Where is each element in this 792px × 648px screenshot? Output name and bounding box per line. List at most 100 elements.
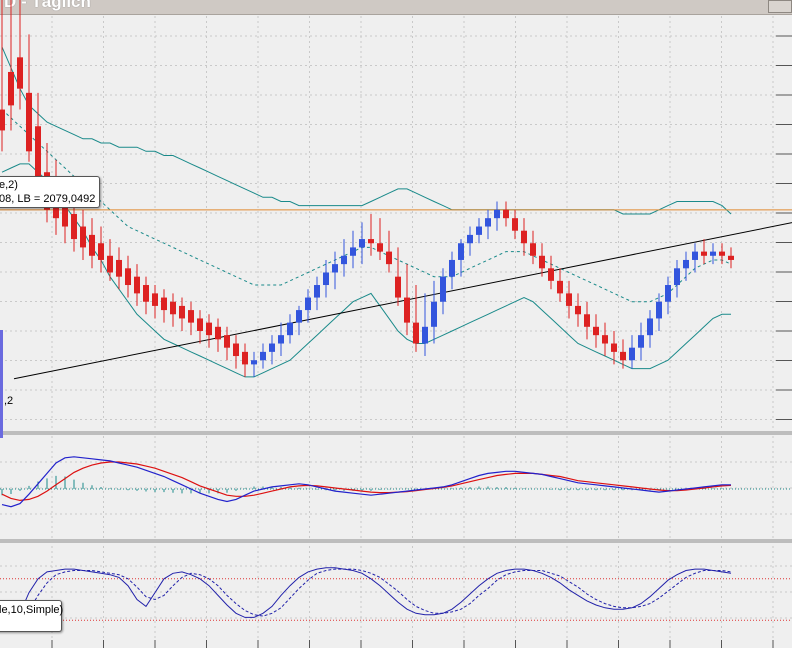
window-title: D - Täglich — [4, 0, 91, 11]
candle-body — [431, 301, 437, 327]
candle-body — [440, 276, 446, 302]
candle-body — [143, 285, 149, 302]
candle-body — [395, 276, 401, 298]
candlesticks — [0, 0, 734, 377]
candle-body — [269, 343, 275, 352]
candle-body — [593, 326, 599, 336]
panel-separator — [0, 539, 792, 543]
candle-body — [647, 318, 653, 336]
candle-body — [512, 218, 518, 231]
candle-body — [323, 272, 329, 286]
candle-body — [575, 305, 581, 315]
candle-body — [251, 360, 257, 365]
candle-body — [494, 209, 500, 219]
candle-body — [665, 285, 671, 302]
macd-signal-line — [1, 461, 732, 502]
candle-body — [584, 314, 590, 327]
candle-body — [728, 255, 734, 260]
candle-body — [449, 259, 455, 277]
candle-body — [458, 243, 464, 260]
candle-body — [125, 268, 131, 286]
candle-body — [116, 259, 122, 277]
selection-bar — [0, 330, 3, 438]
candle-body — [539, 255, 545, 269]
tooltip-line-1: e,2) — [0, 179, 18, 191]
stochastic-k-line — [1, 567, 732, 628]
candle-body — [467, 234, 473, 244]
candle-body — [620, 351, 626, 361]
candle-body — [152, 293, 158, 306]
candle-body — [332, 264, 338, 273]
candle-body — [206, 322, 212, 336]
candle-body — [638, 335, 644, 348]
candle-body — [413, 322, 419, 344]
candle-body — [683, 259, 689, 269]
candle-body — [692, 251, 698, 260]
indicator-tooltip-stochastic: le,10,Simple) — [0, 600, 64, 632]
candle-body — [404, 297, 410, 323]
candle-body — [224, 335, 230, 348]
trendline-segment — [13, 222, 792, 380]
candle-body — [719, 251, 725, 256]
candle-body — [368, 239, 374, 244]
candle-body — [296, 310, 302, 323]
candle-body — [566, 293, 572, 306]
candle-body — [557, 280, 563, 294]
candle-body — [314, 285, 320, 298]
candle-body — [305, 297, 311, 311]
macd-panel — [0, 456, 792, 508]
bollinger-mid — [1, 109, 732, 303]
candle-body — [188, 310, 194, 323]
candle-body — [215, 326, 221, 340]
candle-body — [8, 71, 14, 106]
candle-body — [35, 126, 41, 181]
candle-body — [485, 218, 491, 227]
candle-body — [341, 255, 347, 265]
trendline — [13, 222, 792, 380]
candle-body — [242, 351, 248, 365]
candle-body — [611, 343, 617, 352]
indicator-tooltip-main: e,2) 08, LB = 2079,0492 — [0, 176, 101, 208]
chart-grid — [0, 16, 792, 648]
candle-body — [629, 347, 635, 361]
candle-body — [377, 243, 383, 252]
candle-body — [179, 305, 185, 319]
bollinger-bands — [1, 46, 732, 378]
tooltip-line-2: 08, LB = 2079,0492 — [0, 193, 96, 205]
candle-body — [386, 251, 392, 265]
candle-body — [359, 239, 365, 248]
stochastic-panel — [0, 567, 792, 628]
candle-body — [422, 326, 428, 344]
candle-body — [233, 343, 239, 357]
candle-body — [710, 251, 716, 256]
candle-body — [602, 335, 608, 344]
stochastic-d-line — [2, 568, 732, 627]
candle-body — [107, 255, 113, 273]
candle-body — [62, 201, 68, 227]
panel-separator — [0, 431, 792, 435]
candle-body — [278, 335, 284, 344]
candle-body — [701, 251, 707, 256]
candle-body — [26, 92, 32, 152]
candle-body — [197, 318, 203, 331]
candle-body — [260, 351, 266, 361]
candle-body — [0, 109, 5, 131]
candle-body — [161, 297, 167, 311]
candle-body — [548, 268, 554, 281]
candle-body — [98, 243, 104, 260]
candle-body — [503, 209, 509, 219]
candle-body — [350, 247, 356, 256]
candle-body — [80, 226, 86, 248]
candle-body — [656, 301, 662, 319]
tooltip-lower-line: le,10,Simple) — [0, 604, 64, 616]
bollinger-upper — [1, 46, 732, 215]
macd-line — [1, 456, 731, 508]
window-titlebar: D - Täglich — [0, 0, 792, 15]
candle-body — [17, 57, 23, 89]
candle-body — [89, 234, 95, 256]
bollinger-lower — [1, 163, 731, 378]
candle-body — [521, 230, 527, 244]
candle-body — [287, 322, 293, 336]
candle-body — [134, 276, 140, 294]
